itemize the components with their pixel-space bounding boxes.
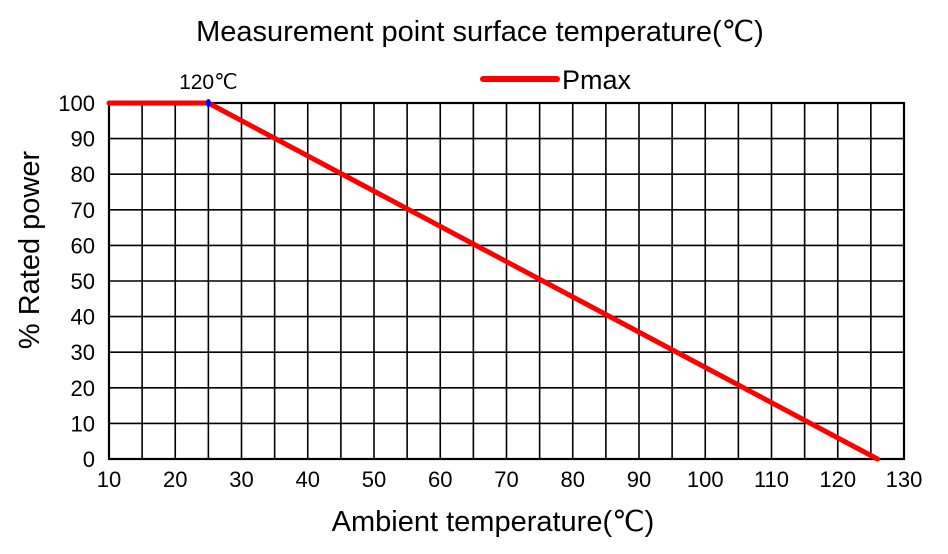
y-axis-label: % Rated power bbox=[14, 151, 46, 350]
y-tick-label: 30 bbox=[71, 340, 95, 365]
x-tick-label: 120 bbox=[819, 467, 856, 492]
y-tick-label: 10 bbox=[71, 411, 95, 436]
x-tick-label: 10 bbox=[97, 467, 121, 492]
x-axis-ticks: 10 20 30 40 50 60 70 80 90 100 110 120 130 bbox=[97, 467, 923, 492]
y-tick-label: 80 bbox=[71, 162, 95, 187]
x-tick-label: 100 bbox=[687, 467, 724, 492]
x-tick-label: 30 bbox=[229, 467, 253, 492]
x-tick-label: 70 bbox=[494, 467, 518, 492]
x-tick-label: 60 bbox=[428, 467, 452, 492]
annotation-label: 120℃ bbox=[179, 71, 238, 94]
chart-title: Measurement point surface temperature(℃) bbox=[196, 16, 764, 48]
y-tick-label: 0 bbox=[83, 447, 95, 472]
x-tick-label: 50 bbox=[362, 467, 386, 492]
x-axis-label: Ambient temperature(℃) bbox=[332, 506, 655, 538]
x-tick-label: 130 bbox=[886, 467, 923, 492]
grid bbox=[109, 103, 904, 459]
annotation-layer: 120℃ bbox=[179, 71, 238, 107]
legend: Pmax bbox=[480, 65, 632, 95]
annotation-marker bbox=[205, 99, 211, 107]
legend-label-pmax: Pmax bbox=[562, 65, 632, 95]
y-tick-label: 70 bbox=[71, 198, 95, 223]
y-axis-ticks: 0 10 20 30 40 50 60 70 80 90 100 bbox=[58, 91, 95, 472]
y-tick-label: 50 bbox=[71, 269, 95, 294]
y-tick-label: 100 bbox=[58, 91, 95, 116]
y-tick-label: 90 bbox=[71, 127, 95, 152]
y-tick-label: 20 bbox=[71, 376, 95, 401]
y-tick-label: 40 bbox=[71, 305, 95, 330]
y-tick-label: 60 bbox=[71, 233, 95, 258]
plot-border bbox=[107, 101, 906, 461]
x-tick-label: 40 bbox=[296, 467, 320, 492]
x-tick-label: 110 bbox=[754, 467, 789, 492]
x-tick-label: 80 bbox=[561, 467, 585, 492]
x-tick-label: 90 bbox=[627, 467, 651, 492]
plot-frame bbox=[107, 101, 906, 461]
x-tick-label: 20 bbox=[163, 467, 187, 492]
